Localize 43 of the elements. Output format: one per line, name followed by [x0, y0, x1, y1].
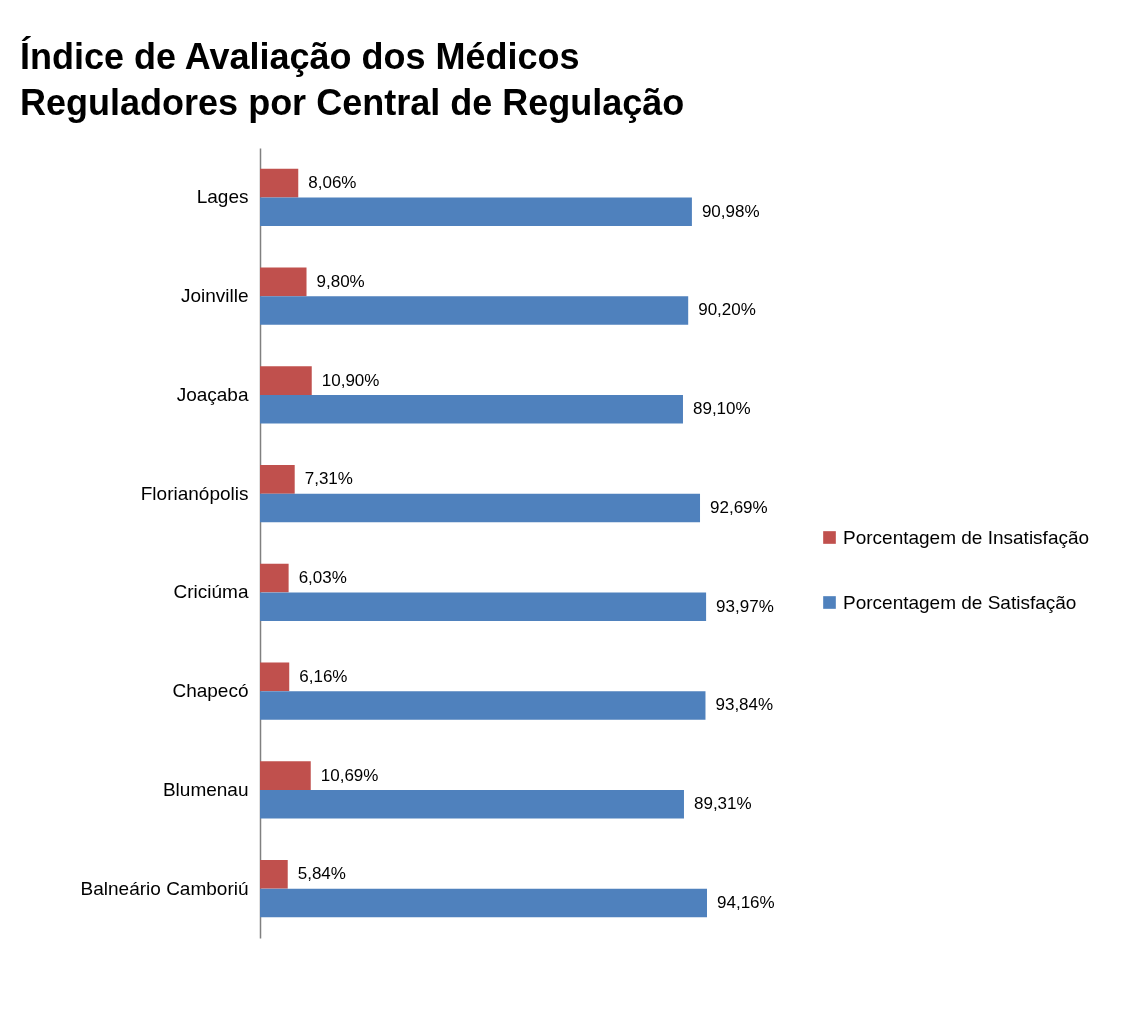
data-label: 92,69% [710, 497, 768, 517]
data-label: 89,31% [693, 794, 752, 814]
bar [260, 761, 311, 790]
data-label: 6,03% [298, 568, 347, 588]
bar [260, 168, 299, 198]
bar [260, 859, 288, 889]
y-tick-label: Joaçaba [176, 383, 249, 405]
y-tick-label: Lages [196, 186, 249, 208]
y-tick-label: Balneário Camboriú [80, 877, 249, 899]
data-label: 7,31% [304, 469, 353, 489]
data-label: 10,69% [320, 765, 379, 785]
bar [260, 662, 290, 692]
bar [260, 267, 307, 297]
data-label: 90,98% [701, 201, 760, 221]
data-label: 9,80% [316, 271, 365, 291]
bar [260, 888, 707, 918]
y-tick-label: Joinville [180, 285, 249, 307]
chart-title: Índice de Avaliação dos Médicos Reguladores por Central de Regulação [20, 36, 685, 123]
bar [260, 789, 684, 819]
bar [260, 563, 289, 593]
y-tick-label: Blumenau [162, 778, 249, 800]
y-tick-label: Chapecó [172, 680, 249, 702]
bar [260, 464, 295, 494]
data-label: 5,84% [297, 864, 346, 884]
legend-label: Porcentagem de Satisfação [843, 591, 1077, 613]
data-label: 6,16% [299, 666, 348, 686]
bar [260, 592, 707, 622]
data-label: 93,84% [715, 695, 774, 715]
legend-label: Porcentagem de Insatisfação [843, 526, 1090, 548]
bar [260, 296, 689, 325]
data-label: 93,97% [716, 596, 774, 616]
y-tick-label: Florianópolis [140, 482, 249, 504]
data-label: 94,16% [717, 892, 775, 912]
data-label: 8,06% [308, 173, 357, 193]
bar [260, 493, 701, 523]
y-tick-label: Criciúma [173, 581, 249, 603]
bar [260, 197, 692, 227]
data-label: 90,20% [698, 300, 756, 320]
data-label: 10,90% [321, 370, 380, 390]
bar [260, 366, 312, 395]
data-label: 89,10% [692, 399, 751, 419]
bar [260, 394, 683, 424]
bar [260, 691, 706, 720]
